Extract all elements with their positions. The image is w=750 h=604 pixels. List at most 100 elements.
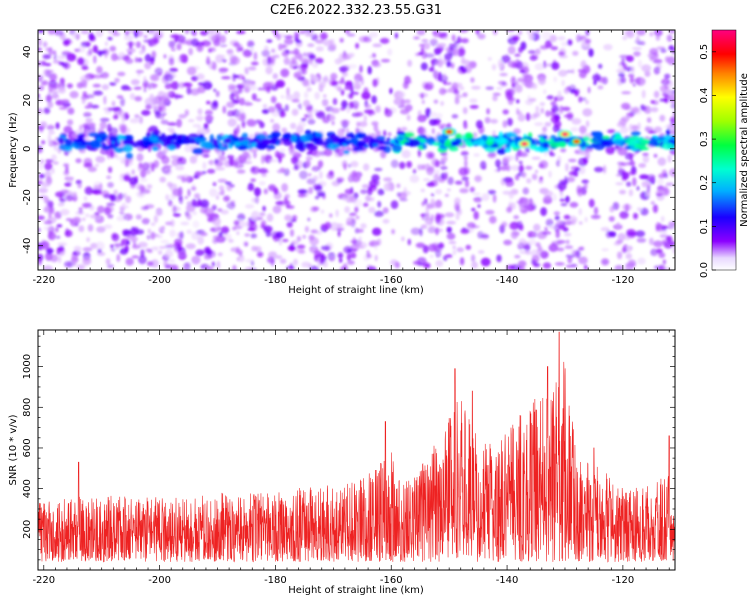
heatmap-cell (58, 245, 65, 253)
heatmap-cell (461, 56, 466, 64)
heatmap-cell (180, 221, 190, 226)
heatmap-cell (453, 82, 463, 88)
heatmap-cell (184, 144, 193, 153)
heatmap-cell (435, 189, 443, 195)
heatmap-cell (294, 36, 299, 43)
heatmap-cell (502, 155, 511, 164)
heatmap-cell (664, 97, 668, 104)
heatmap-cell (229, 54, 238, 64)
heatmap-cell (641, 64, 652, 73)
heatmap-cell (95, 241, 105, 251)
heatmap-cell (126, 240, 130, 245)
heatmap-cell (620, 162, 627, 167)
heatmap-cell (600, 227, 610, 232)
heatmap-cell (584, 216, 588, 223)
heatmap-cell (293, 91, 301, 100)
heatmap-ridge-cell (200, 141, 212, 149)
heatmap-cell (232, 225, 242, 230)
heatmap-cell (362, 202, 369, 207)
heatmap-cell (87, 224, 94, 232)
heatmap-cell (344, 86, 354, 91)
heatmap-cell (671, 99, 675, 106)
heatmap-cell (665, 235, 673, 243)
heatmap-ridge-cell (152, 146, 159, 151)
heatmap-cell (151, 50, 157, 59)
heatmap-cell (176, 57, 182, 64)
heatmap-cell (559, 194, 565, 198)
heatmap-cell (168, 259, 176, 263)
heatmap-cell (299, 170, 308, 180)
heatmap-cell (420, 224, 428, 229)
heatmap-cell (104, 41, 108, 47)
heatmap-cell (88, 32, 95, 41)
heatmap-cell (263, 52, 268, 57)
heatmap-cell (421, 99, 425, 105)
heatmap-cell (291, 58, 297, 65)
heatmap-cell (315, 46, 324, 52)
heatmap-cell (601, 248, 609, 252)
heatmap-ridge-cell (304, 129, 312, 136)
heatmap-cell (620, 76, 626, 84)
heatmap-ridge-cell (111, 145, 117, 150)
heatmap-cell (502, 120, 508, 128)
heatmap-cell (372, 78, 378, 88)
heatmap-cell (317, 160, 324, 168)
heatmap-cell (443, 80, 447, 85)
heatmap-cell (63, 40, 70, 46)
heatmap-cell (469, 98, 478, 104)
heatmap-cell (480, 257, 491, 267)
heatmap-cell (103, 224, 113, 229)
heatmap-cell (518, 260, 527, 268)
heatmap-cell (55, 235, 61, 239)
heatmap-cell (329, 213, 333, 218)
heatmap-cell (265, 66, 273, 75)
heatmap-ridge-cell (175, 138, 184, 146)
heatmap-cell (438, 87, 447, 95)
heatmap-cell (200, 232, 208, 237)
heatmap-cell (60, 189, 69, 194)
heatmap-cell (636, 207, 642, 212)
heatmap-cell (448, 43, 455, 51)
heatmap-cell (289, 229, 295, 237)
heatmap-cell (471, 85, 481, 90)
heatmap-cell (621, 247, 628, 254)
heatmap-ridge-cell (529, 145, 538, 150)
heatmap-cell (417, 114, 427, 123)
heatmap-cell (191, 186, 197, 191)
heatmap-cell (308, 173, 312, 177)
heatmap-cell (271, 48, 276, 53)
heatmap-cell (621, 91, 631, 95)
heatmap-cell (267, 106, 276, 113)
colorbar-tick-label: 0.5 (699, 44, 710, 60)
heatmap-cell (107, 30, 114, 35)
heatmap-ridge-cell (237, 144, 248, 151)
heatmap-cell (151, 259, 159, 268)
heatmap-cell (626, 245, 632, 254)
heatmap-cell (218, 231, 224, 237)
heatmap-cell (533, 223, 541, 232)
heatmap-cell (376, 238, 382, 246)
heatmap-cell (43, 107, 51, 114)
heatmap-cell (672, 246, 675, 254)
heatmap-ridge-cell (74, 144, 87, 150)
heatmap-cell (458, 86, 465, 91)
heatmap-cell (279, 111, 286, 118)
heatmap-cell (62, 101, 71, 108)
heatmap-x-ticks: -220 -200 -180 -160 -140 -120 (32, 30, 670, 286)
heatmap-cell (42, 54, 51, 60)
heatmap-cell (360, 223, 367, 229)
heatmap-cell (554, 113, 561, 122)
heatmap-cell (382, 207, 389, 214)
heatmap-cell (116, 253, 121, 263)
heatmap-cell (489, 215, 497, 224)
heatmap-cell (506, 117, 513, 127)
heatmap-cell (314, 195, 320, 200)
heatmap-cell (421, 39, 429, 43)
heatmap-cell (458, 30, 469, 33)
heatmap-cell (253, 51, 258, 61)
heatmap-cell (637, 59, 643, 68)
heatmap-cell (219, 35, 227, 44)
heatmap-ridge-cell (539, 136, 544, 143)
heatmap-cell (548, 170, 552, 178)
heatmap-cell (138, 241, 148, 248)
